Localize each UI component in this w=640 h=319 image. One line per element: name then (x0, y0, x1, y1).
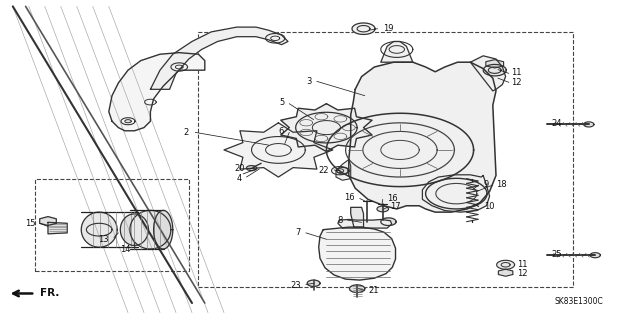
Text: 16: 16 (387, 194, 398, 203)
Text: SK83E1300C: SK83E1300C (555, 297, 604, 306)
Text: 9: 9 (484, 180, 489, 189)
Polygon shape (281, 104, 372, 152)
Text: 5: 5 (279, 98, 284, 107)
Polygon shape (120, 214, 148, 245)
Polygon shape (422, 175, 490, 212)
Polygon shape (381, 218, 396, 226)
Polygon shape (377, 206, 388, 212)
Text: 23: 23 (290, 281, 301, 290)
Text: 15: 15 (25, 219, 35, 228)
Polygon shape (590, 253, 600, 258)
Polygon shape (246, 166, 257, 171)
Polygon shape (175, 65, 183, 69)
Polygon shape (351, 207, 364, 227)
Text: 6: 6 (279, 127, 284, 136)
Text: 12: 12 (517, 269, 527, 278)
Text: 11: 11 (517, 260, 527, 269)
Polygon shape (81, 212, 117, 247)
Polygon shape (337, 167, 349, 174)
Polygon shape (486, 60, 504, 68)
Polygon shape (319, 227, 396, 280)
Text: 17: 17 (390, 202, 401, 211)
Polygon shape (584, 122, 594, 127)
Text: 13: 13 (98, 235, 109, 244)
Text: 11: 11 (511, 68, 521, 77)
Polygon shape (48, 222, 67, 234)
Text: 3: 3 (307, 77, 312, 86)
Polygon shape (150, 27, 288, 89)
Text: 10: 10 (484, 202, 494, 211)
Text: 8: 8 (337, 216, 342, 225)
Polygon shape (40, 217, 56, 226)
Polygon shape (470, 56, 506, 91)
Polygon shape (381, 41, 413, 62)
Text: 4: 4 (237, 174, 242, 183)
Text: 14: 14 (120, 245, 131, 254)
Bar (198, 32, 573, 287)
Text: FR.: FR. (40, 288, 59, 298)
Polygon shape (338, 219, 392, 228)
Polygon shape (336, 160, 351, 180)
Text: 18: 18 (496, 180, 507, 189)
Text: 24: 24 (552, 119, 562, 128)
Polygon shape (307, 280, 320, 286)
Polygon shape (352, 23, 375, 34)
Polygon shape (109, 53, 205, 131)
Text: 21: 21 (368, 286, 378, 295)
Text: 19: 19 (383, 24, 393, 33)
Text: 20: 20 (234, 164, 244, 173)
Polygon shape (224, 123, 333, 177)
Polygon shape (125, 120, 131, 123)
Polygon shape (483, 64, 506, 76)
Text: 16: 16 (344, 193, 355, 202)
Polygon shape (497, 260, 515, 269)
Text: 25: 25 (552, 250, 562, 259)
Text: 22: 22 (319, 166, 329, 174)
Polygon shape (349, 285, 365, 293)
Text: 12: 12 (511, 78, 521, 87)
Polygon shape (499, 269, 513, 276)
Polygon shape (154, 211, 173, 249)
Polygon shape (130, 211, 171, 249)
Text: 2: 2 (184, 128, 189, 137)
Bar (35, 179, 189, 271)
Polygon shape (349, 62, 496, 212)
Text: 7: 7 (296, 228, 301, 237)
